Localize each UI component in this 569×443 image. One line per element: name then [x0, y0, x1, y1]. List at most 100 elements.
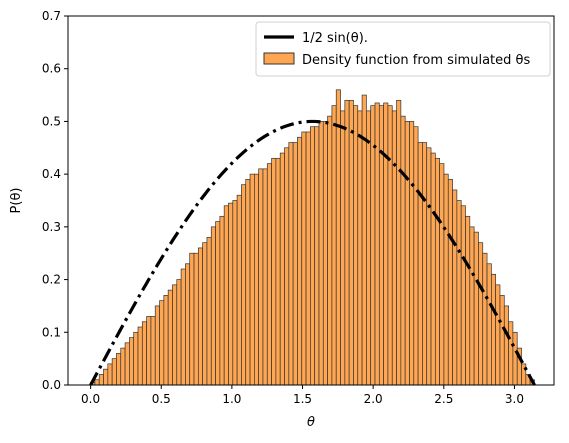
histogram-bar — [285, 148, 289, 385]
histogram-bar — [444, 174, 448, 385]
histogram-bar — [151, 316, 155, 385]
histogram-bar — [388, 106, 392, 385]
histogram-bar — [237, 195, 241, 385]
histogram-bar — [228, 203, 232, 385]
histogram-bar — [168, 290, 172, 385]
histogram-bar — [414, 127, 418, 385]
histogram-bars — [91, 90, 535, 385]
y-tick-label: 0.7 — [42, 9, 61, 23]
legend-line-label: 1/2 sin(θ). — [302, 31, 368, 46]
y-axis-label: P(θ) — [9, 188, 24, 214]
histogram-bar — [302, 132, 306, 385]
histogram-bar — [164, 295, 168, 385]
histogram-bar — [345, 100, 349, 385]
histogram-bar — [207, 237, 211, 385]
histogram-bar — [246, 179, 250, 385]
x-tick-label: 1.0 — [222, 392, 241, 406]
histogram-bar — [422, 143, 426, 385]
histogram-bar — [427, 148, 431, 385]
histogram-bar — [259, 169, 263, 385]
histogram-bar — [116, 353, 120, 385]
histogram-bar — [509, 322, 513, 385]
histogram-bar — [211, 227, 215, 385]
histogram-bar — [405, 121, 409, 385]
histogram-bar — [203, 243, 207, 385]
histogram-bar — [513, 332, 517, 385]
histogram-bar — [332, 106, 336, 385]
histogram-bar — [310, 127, 314, 385]
histogram-bar — [254, 174, 258, 385]
histogram-bar — [181, 269, 185, 385]
x-tick-label: 2.0 — [364, 392, 383, 406]
histogram-bar — [160, 301, 164, 385]
histogram-bar — [241, 185, 245, 385]
y-tick-label: 0.1 — [42, 325, 61, 339]
y-tick-label: 0.3 — [42, 220, 61, 234]
histogram-bar — [147, 316, 151, 385]
histogram-bar — [172, 285, 176, 385]
histogram-bar — [267, 164, 271, 385]
y-tick-label: 0.5 — [42, 114, 61, 128]
histogram-bar — [190, 253, 194, 385]
histogram-bar — [306, 132, 310, 385]
x-tick-label: 0.0 — [81, 392, 100, 406]
histogram-bar — [138, 327, 142, 385]
x-tick-label: 2.5 — [434, 392, 453, 406]
histogram-bar — [194, 253, 198, 385]
histogram-bar — [297, 137, 301, 385]
histogram-bar — [500, 295, 504, 385]
histogram-bar — [435, 158, 439, 385]
legend: 1/2 sin(θ). Density function from simula… — [256, 22, 550, 76]
y-ticks: 0.0 0.1 0.2 0.3 0.4 0.5 0.6 0.7 — [42, 9, 68, 392]
histogram-bar — [129, 338, 133, 385]
histogram-bar — [125, 343, 129, 385]
x-tick-label: 0.5 — [152, 392, 171, 406]
histogram-bar — [397, 100, 401, 385]
histogram-bar — [461, 206, 465, 385]
histogram-bar — [504, 306, 508, 385]
x-ticks: 0.0 0.5 1.0 1.5 2.0 2.5 3.0 — [81, 385, 524, 406]
histogram-bar — [95, 380, 99, 385]
y-tick-label: 0.2 — [42, 273, 61, 287]
histogram-bar — [341, 111, 345, 385]
histogram-bar — [250, 174, 254, 385]
y-tick-label: 0.4 — [42, 167, 61, 181]
histogram-bar — [121, 348, 125, 385]
x-axis-label: θ — [307, 415, 315, 430]
histogram-bar — [409, 121, 413, 385]
histogram-bar — [496, 285, 500, 385]
y-tick-label: 0.0 — [42, 378, 61, 392]
histogram-bar — [134, 332, 138, 385]
x-tick-label: 1.5 — [293, 392, 312, 406]
histogram-bar — [263, 169, 267, 385]
histogram-bar — [353, 106, 357, 385]
histogram-bar — [142, 322, 146, 385]
histogram-bar — [358, 111, 362, 385]
histogram-bar — [220, 216, 224, 385]
histogram-bar — [487, 264, 491, 385]
histogram-bar — [431, 153, 435, 385]
x-tick-label: 3.0 — [505, 392, 524, 406]
histogram-bar — [392, 111, 396, 385]
histogram-bar — [522, 364, 526, 385]
histogram-bar — [384, 103, 388, 385]
histogram-bar — [99, 374, 103, 385]
histogram-bar — [104, 369, 108, 385]
histogram-bar — [289, 143, 293, 385]
histogram-bar — [401, 116, 405, 385]
histogram-bar — [216, 222, 220, 385]
y-tick-label: 0.6 — [42, 62, 61, 76]
histogram-bar — [319, 121, 323, 385]
histogram-bar — [323, 121, 327, 385]
histogram-bar — [491, 274, 495, 385]
histogram-bar — [177, 280, 181, 385]
histogram-bar — [276, 158, 280, 385]
histogram-bar — [185, 264, 189, 385]
histogram-bar — [112, 359, 116, 385]
histogram-bar — [440, 164, 444, 385]
histogram-bar — [418, 143, 422, 385]
histogram-bar — [272, 158, 276, 385]
histogram-bar — [315, 127, 319, 385]
